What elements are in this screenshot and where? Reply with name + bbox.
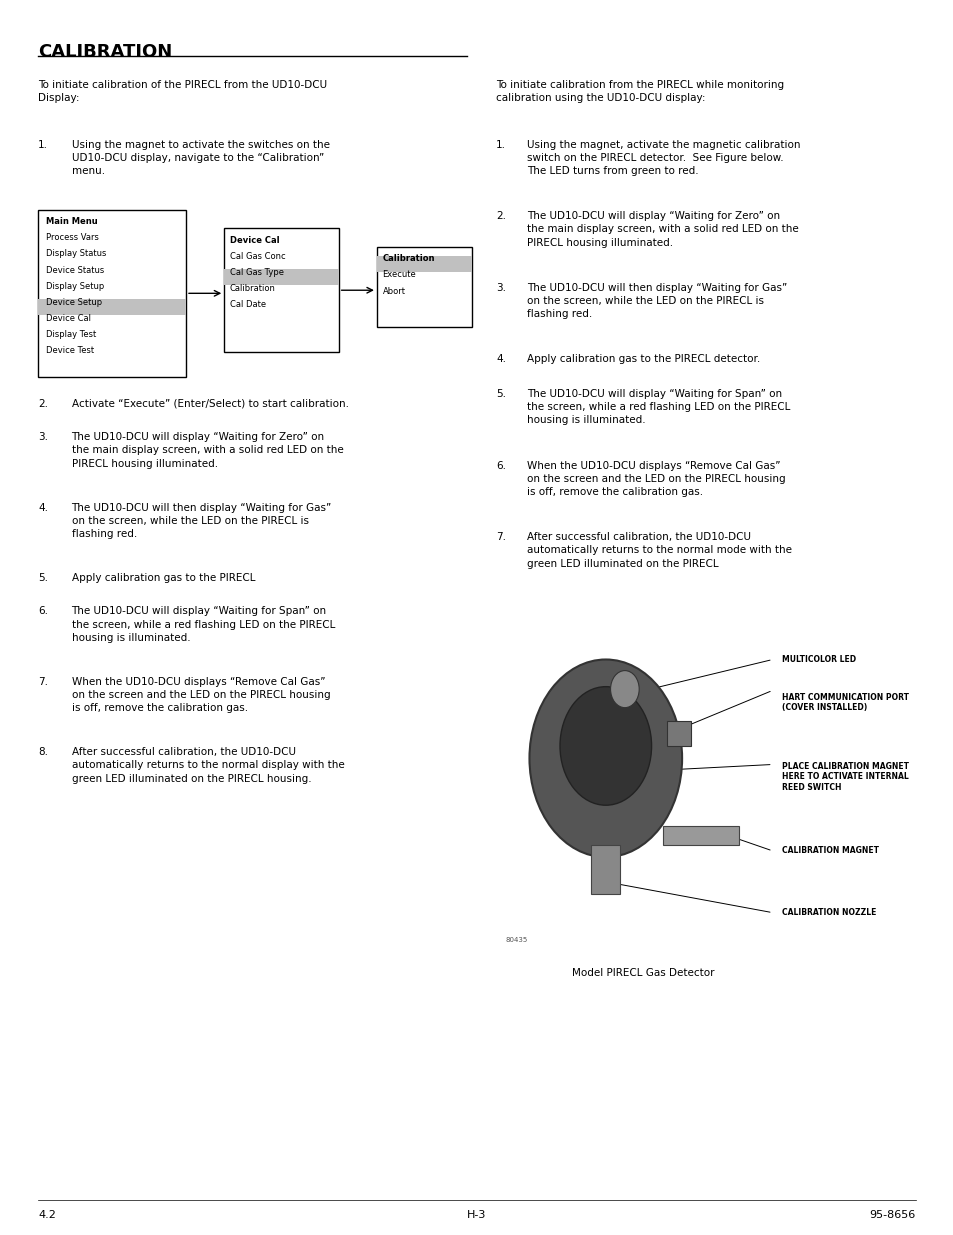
Text: Calibration: Calibration — [382, 254, 435, 263]
Text: 6.: 6. — [496, 461, 505, 471]
Text: When the UD10-DCU displays “Remove Cal Gas”
on the screen and the LED on the PIR: When the UD10-DCU displays “Remove Cal G… — [526, 461, 784, 496]
Text: CALIBRATION: CALIBRATION — [38, 43, 172, 62]
Bar — [224, 228, 338, 352]
Text: 4.2: 4.2 — [38, 1210, 56, 1220]
Text: Device Setup: Device Setup — [46, 298, 102, 306]
Text: When the UD10-DCU displays “Remove Cal Gas”
on the screen and the LED on the PIR: When the UD10-DCU displays “Remove Cal G… — [71, 677, 330, 713]
Bar — [38, 299, 186, 315]
Text: After successful calibration, the UD10-DCU
automatically returns to the normal m: After successful calibration, the UD10-D… — [526, 532, 791, 568]
Text: 2.: 2. — [496, 211, 505, 221]
Text: 4.: 4. — [38, 503, 48, 513]
Text: 1.: 1. — [496, 140, 505, 149]
Text: Activate “Execute” (Enter/Select) to start calibration.: Activate “Execute” (Enter/Select) to sta… — [71, 399, 348, 409]
Text: 3.: 3. — [496, 283, 505, 293]
Circle shape — [529, 659, 681, 857]
Text: Display Setup: Display Setup — [46, 282, 104, 290]
Text: The UD10-DCU will display “Waiting for Span” on
the screen, while a red flashing: The UD10-DCU will display “Waiting for S… — [71, 606, 335, 642]
Text: Device Test: Device Test — [46, 346, 93, 354]
Circle shape — [610, 671, 639, 708]
Text: Process Vars: Process Vars — [46, 233, 98, 242]
Bar — [662, 826, 739, 845]
Text: H-3: H-3 — [467, 1210, 486, 1220]
Text: 3.: 3. — [38, 432, 48, 442]
Text: Display Status: Display Status — [46, 249, 106, 258]
Text: 4.: 4. — [496, 354, 505, 364]
Text: HART COMMUNICATION PORT
(COVER INSTALLED): HART COMMUNICATION PORT (COVER INSTALLED… — [781, 693, 908, 713]
Text: The UD10-DCU will display “Waiting for Zero” on
the main display screen, with a : The UD10-DCU will display “Waiting for Z… — [71, 432, 343, 468]
Text: Cal Gas Conc: Cal Gas Conc — [230, 252, 285, 261]
Text: CALIBRATION MAGNET: CALIBRATION MAGNET — [781, 846, 879, 856]
Text: 95-8656: 95-8656 — [869, 1210, 915, 1220]
Text: Abort: Abort — [382, 287, 405, 295]
Text: Device Status: Device Status — [46, 266, 104, 274]
Text: 2.: 2. — [38, 399, 48, 409]
Bar — [591, 845, 619, 894]
Text: PLACE CALIBRATION MAGNET
HERE TO ACTIVATE INTERNAL
REED SWITCH: PLACE CALIBRATION MAGNET HERE TO ACTIVAT… — [781, 762, 908, 792]
Text: The UD10-DCU will display “Waiting for Zero” on
the main display screen, with a : The UD10-DCU will display “Waiting for Z… — [526, 211, 798, 247]
Text: Main Menu: Main Menu — [46, 217, 97, 226]
Text: 7.: 7. — [38, 677, 48, 687]
Text: 8.: 8. — [38, 747, 48, 757]
Bar — [38, 210, 186, 377]
Text: 1.: 1. — [38, 140, 48, 149]
Text: Execute: Execute — [382, 270, 416, 279]
Text: The UD10-DCU will then display “Waiting for Gas”
on the screen, while the LED on: The UD10-DCU will then display “Waiting … — [71, 503, 332, 538]
Text: Device Cal: Device Cal — [230, 236, 279, 245]
Text: Cal Date: Cal Date — [230, 300, 266, 309]
Bar — [376, 247, 472, 327]
Bar — [666, 721, 690, 746]
Text: To initiate calibration of the PIRECL from the UD10-DCU
Display:: To initiate calibration of the PIRECL fr… — [38, 80, 327, 104]
Text: 5.: 5. — [38, 573, 48, 583]
Text: 80435: 80435 — [505, 937, 527, 944]
Text: The UD10-DCU will then display “Waiting for Gas”
on the screen, while the LED on: The UD10-DCU will then display “Waiting … — [526, 283, 786, 319]
Text: To initiate calibration from the PIRECL while monitoring
calibration using the U: To initiate calibration from the PIRECL … — [496, 80, 783, 104]
Text: CALIBRATION NOZZLE: CALIBRATION NOZZLE — [781, 908, 876, 918]
Bar — [376, 256, 472, 272]
Text: Device Cal: Device Cal — [46, 314, 91, 322]
Text: Using the magnet, activate the magnetic calibration
switch on the PIRECL detecto: Using the magnet, activate the magnetic … — [526, 140, 800, 175]
Text: After successful calibration, the UD10-DCU
automatically returns to the normal d: After successful calibration, the UD10-D… — [71, 747, 344, 783]
Text: Apply calibration gas to the PIRECL: Apply calibration gas to the PIRECL — [71, 573, 254, 583]
Text: 7.: 7. — [496, 532, 505, 542]
Text: Calibration: Calibration — [230, 284, 275, 293]
Text: Using the magnet to activate the switches on the
UD10-DCU display, navigate to t: Using the magnet to activate the switche… — [71, 140, 329, 175]
Text: 5.: 5. — [496, 389, 505, 399]
Text: The UD10-DCU will display “Waiting for Span” on
the screen, while a red flashing: The UD10-DCU will display “Waiting for S… — [526, 389, 789, 425]
Text: Apply calibration gas to the PIRECL detector.: Apply calibration gas to the PIRECL dete… — [526, 354, 759, 364]
Bar — [224, 269, 338, 285]
Text: MULTICOLOR LED: MULTICOLOR LED — [781, 655, 856, 664]
Text: Cal Gas Type: Cal Gas Type — [230, 268, 284, 277]
Circle shape — [559, 687, 651, 805]
Text: Model PIRECL Gas Detector: Model PIRECL Gas Detector — [572, 968, 714, 978]
Text: 6.: 6. — [38, 606, 48, 616]
Text: Display Test: Display Test — [46, 330, 96, 338]
